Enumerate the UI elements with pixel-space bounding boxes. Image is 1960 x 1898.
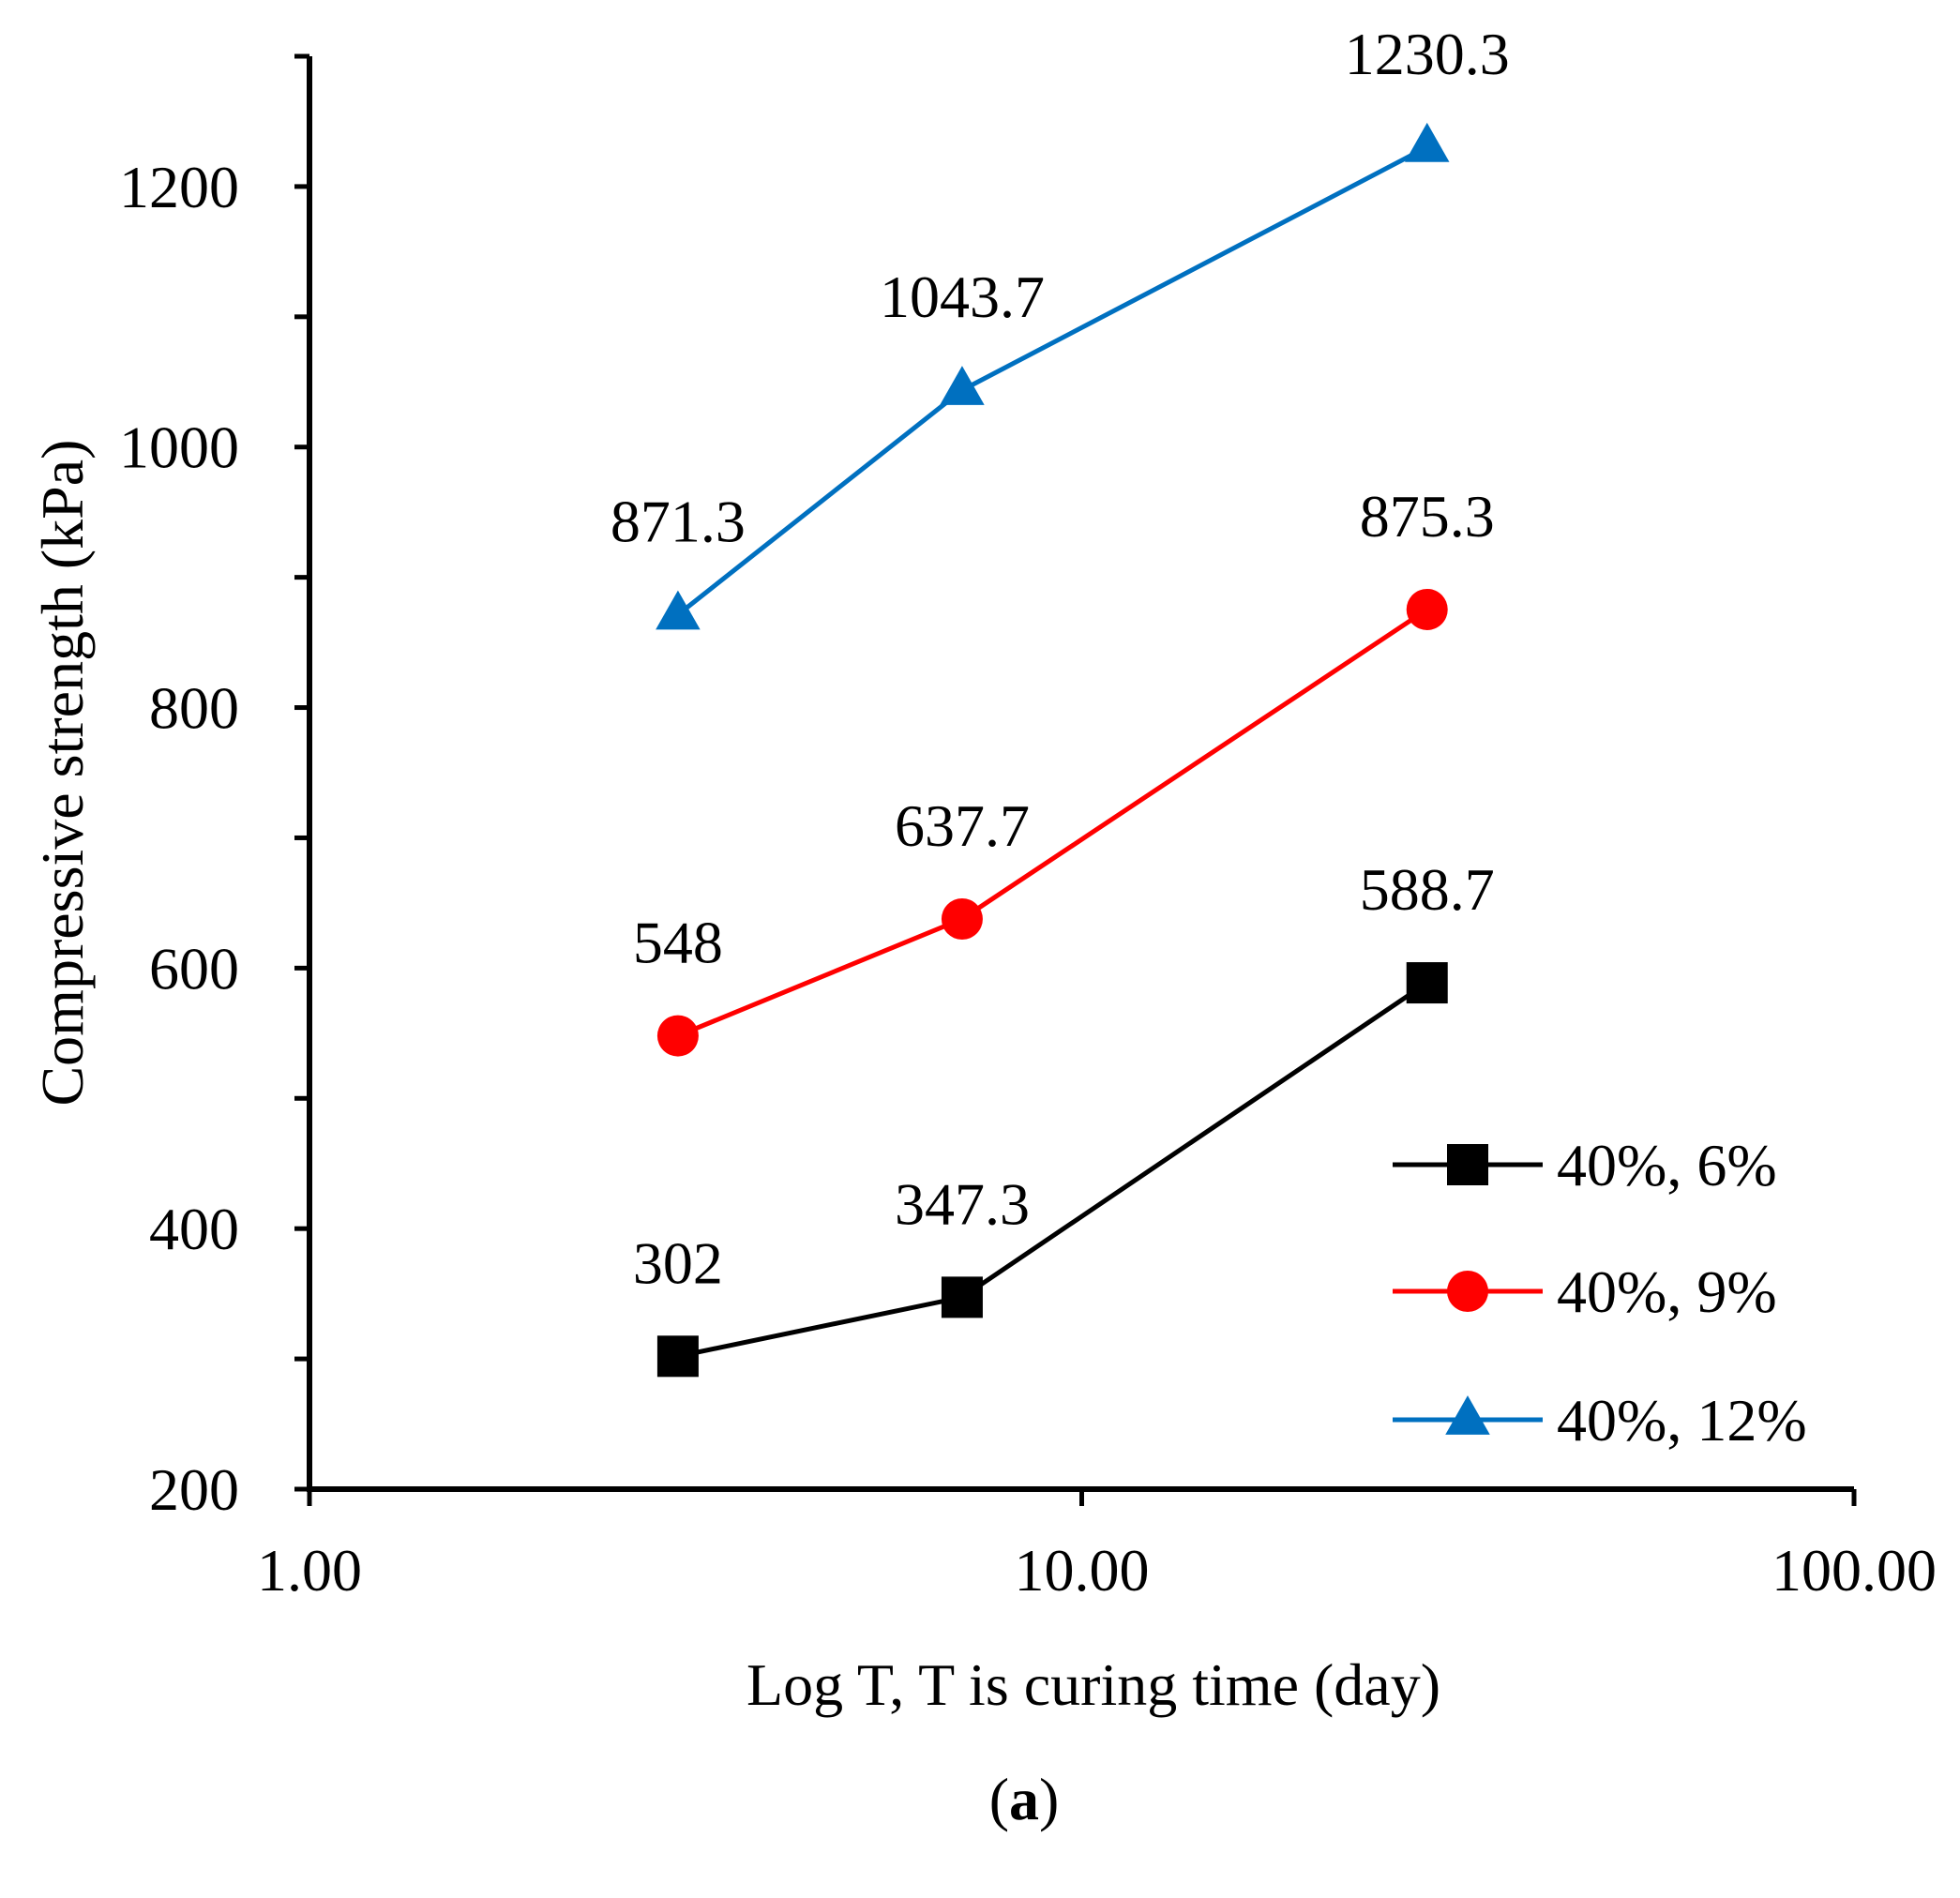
data-label-s2-1: 1043.7 — [880, 264, 1045, 330]
x-tick-label-0: 1.00 — [257, 1537, 362, 1604]
legend: 40%, 6% 40%, 9% 40%, 12% — [1393, 1132, 1807, 1454]
series-line-2 — [676, 144, 1428, 617]
x-axis-title: Log T, T is curing time (day) — [746, 1651, 1440, 1718]
legend-marker-0 — [1447, 1144, 1488, 1185]
x-tick-label-2: 100.00 — [1772, 1537, 1937, 1604]
data-point-s2-1 — [940, 366, 985, 405]
caption-close: ) — [1039, 1766, 1059, 1832]
data-label-s0-2: 588.7 — [1360, 856, 1495, 923]
y-tick-label-200: 200 — [149, 1456, 239, 1523]
series-line-0 — [677, 980, 1429, 1359]
data-point-s2-0 — [656, 590, 701, 630]
x-ticks: 1.00 10.00 100.00 — [257, 1489, 1937, 1604]
legend-label-1: 40%, 9% — [1557, 1258, 1777, 1325]
y-ticks: 200 400 600 800 1000 1200 — [119, 53, 309, 1523]
data-label-s0-1: 347.3 — [895, 1170, 1030, 1237]
data-point-s0-0 — [656, 1335, 699, 1378]
data-point-s1-1 — [941, 897, 983, 940]
series-line-1 — [676, 607, 1429, 1038]
data-label-s1-1: 637.7 — [895, 792, 1030, 859]
legend-label-0: 40%, 6% — [1557, 1132, 1777, 1198]
data-label-s2-2: 1230.3 — [1345, 21, 1510, 87]
y-tick-label-1200: 1200 — [119, 154, 239, 220]
legend-marker-2 — [1445, 1395, 1490, 1435]
caption-letter: a — [1009, 1766, 1039, 1832]
series-layer — [656, 122, 1450, 1378]
y-tick-label-1000: 1000 — [119, 414, 239, 481]
data-label-s0-0: 302 — [633, 1229, 723, 1296]
data-point-s0-1 — [941, 1276, 983, 1318]
data-point-s1-2 — [1406, 588, 1448, 630]
y-tick-label-800: 800 — [149, 675, 239, 742]
data-label-s2-0: 871.3 — [611, 489, 746, 555]
y-tick-label-600: 600 — [149, 935, 239, 1002]
caption-open: ( — [989, 1766, 1009, 1832]
data-labels: 302 347.3 588.7 548 637.7 875.3 871.3 1043.7 123… — [611, 21, 1510, 1296]
data-label-s1-0: 548 — [633, 910, 723, 976]
data-label-s1-2: 875.3 — [1360, 483, 1495, 550]
y-axis-title: Compressive strength (kPa) — [29, 440, 96, 1107]
data-point-s0-2 — [1406, 962, 1448, 1004]
data-point-s1-0 — [656, 1015, 699, 1057]
legend-label-2: 40%, 12% — [1557, 1387, 1807, 1454]
x-tick-label-1: 10.00 — [1015, 1537, 1150, 1604]
legend-marker-1 — [1447, 1271, 1488, 1312]
figure-caption: (a) — [989, 1766, 1060, 1832]
data-point-s2-2 — [1404, 122, 1450, 162]
y-tick-label-400: 400 — [149, 1196, 239, 1262]
